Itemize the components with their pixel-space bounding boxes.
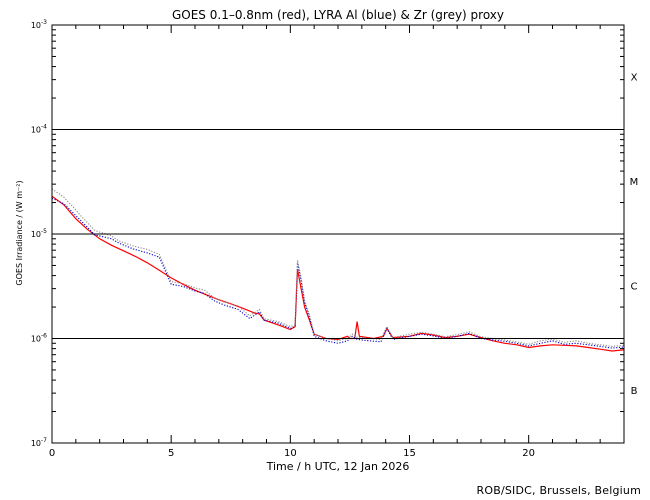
- y-tick-label: 10-5: [31, 228, 47, 239]
- flare-class-label: C: [631, 282, 638, 293]
- series-line-0: [51, 195, 625, 352]
- y-tick-label: 10-4: [31, 124, 47, 135]
- x-tick-label: 10: [284, 448, 297, 459]
- flare-class-label: B: [631, 386, 638, 397]
- series-line-1: [51, 197, 625, 349]
- credit-text: ROB/SIDC, Brussels, Belgium: [476, 484, 641, 497]
- flare-class-label: X: [631, 73, 638, 84]
- plot-area: 0 5 10 15 20 10-7 10-6 10-5 10-4 10-3 X M C B: [31, 19, 638, 459]
- y-tick-label: 10-7: [31, 437, 47, 448]
- x-axis-label: Time / h UTC, 12 Jan 2026: [266, 460, 410, 473]
- y-tick-label: 10-3: [31, 19, 47, 30]
- series-line-2: [51, 188, 625, 347]
- flare-class-label: M: [630, 177, 639, 188]
- chart-title: GOES 0.1–0.8nm (red), LYRA Al (blue) & Z…: [172, 8, 504, 22]
- x-tick-label: 0: [49, 448, 55, 459]
- y-tick-label: 10-6: [31, 333, 47, 344]
- x-tick-label: 20: [522, 448, 535, 459]
- y-axis-label: GOES Irradiance / (W m⁻²): [15, 180, 24, 285]
- x-tick-label: 5: [168, 448, 174, 459]
- x-tick-label: 15: [403, 448, 416, 459]
